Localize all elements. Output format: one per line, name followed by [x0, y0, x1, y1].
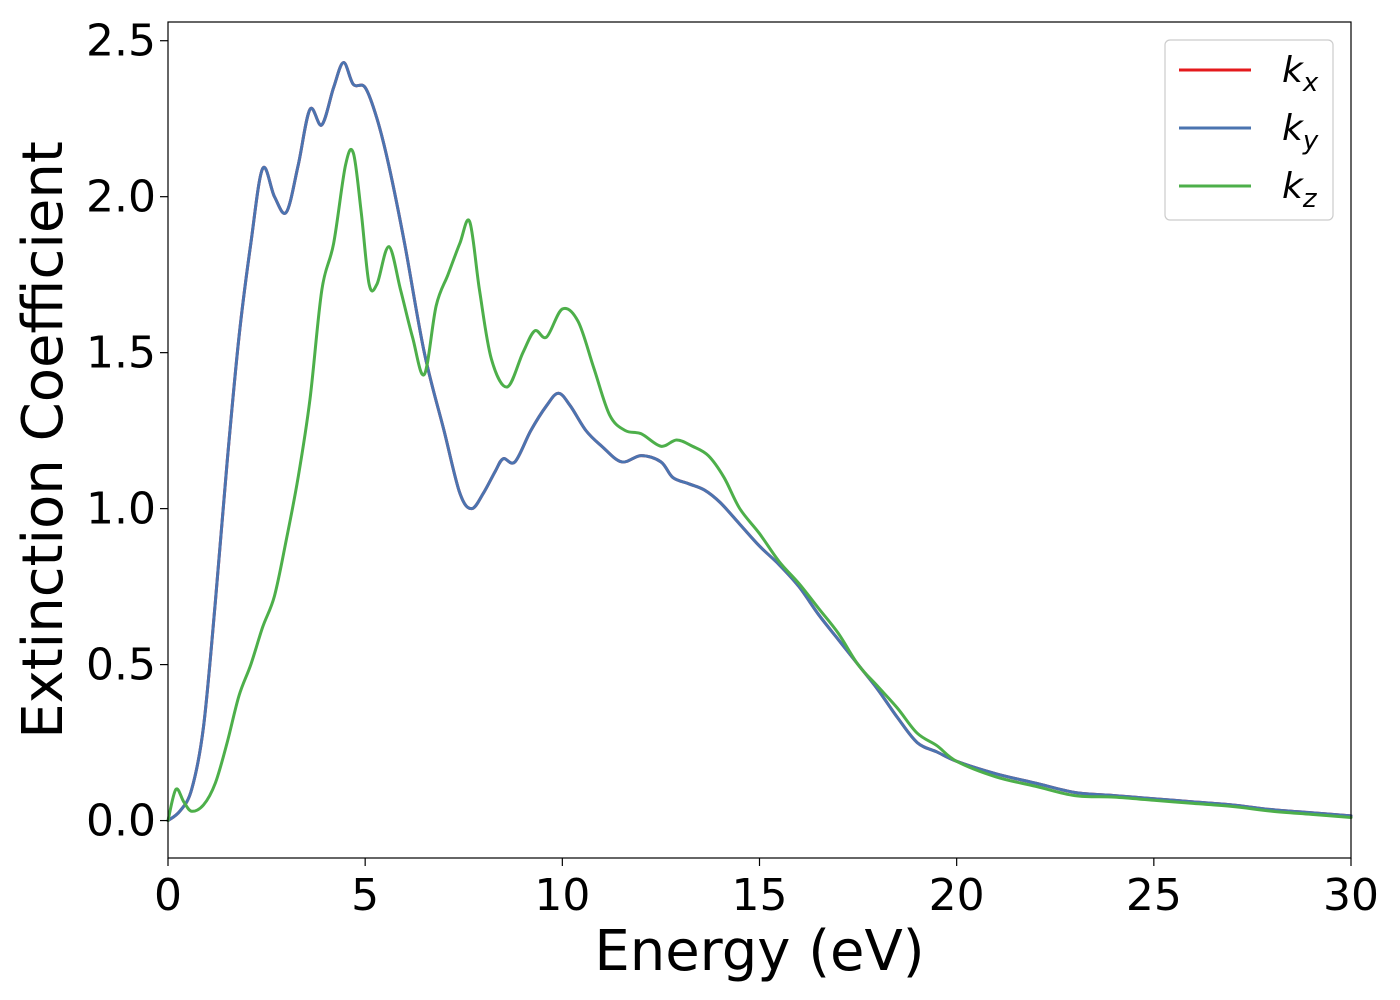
x-axis-label: Energy (eV) [594, 919, 924, 984]
y-tick-label: 0.5 [86, 640, 156, 691]
legend: kx ky kz [1164, 39, 1334, 221]
x-tick-label: 5 [351, 870, 379, 921]
legend-label-kx: kx [1282, 50, 1319, 98]
x-tick-label: 20 [929, 870, 985, 921]
y-tick-label: 1.0 [86, 484, 156, 535]
y-tick-label: 2.0 [86, 172, 156, 223]
y-tick-label: 1.5 [86, 328, 156, 379]
y-tick-label: 2.5 [86, 16, 156, 67]
x-tick-label: 0 [154, 870, 182, 921]
legend-entries: kx ky kz [1179, 50, 1319, 214]
legend-label-kz: kz [1282, 166, 1318, 214]
legend-box [1164, 39, 1334, 221]
series-line-ky [166, 61, 1353, 823]
y-tick-label: 0.0 [86, 796, 156, 847]
series-line-kz [166, 148, 1353, 823]
x-tick-label: 10 [534, 870, 590, 921]
x-tick-label: 25 [1126, 870, 1182, 921]
series-layer [166, 61, 1353, 823]
y-ticks: 0.0 0.5 1.0 1.5 2.0 2.5 [86, 16, 168, 847]
x-tick-label: 30 [1323, 870, 1379, 921]
y-axis-label: Extinction Coefficient [11, 141, 76, 739]
x-tick-label: 15 [732, 870, 788, 921]
x-ticks: 0 5 10 15 20 25 30 [154, 858, 1379, 921]
legend-label-ky: ky [1282, 108, 1319, 156]
